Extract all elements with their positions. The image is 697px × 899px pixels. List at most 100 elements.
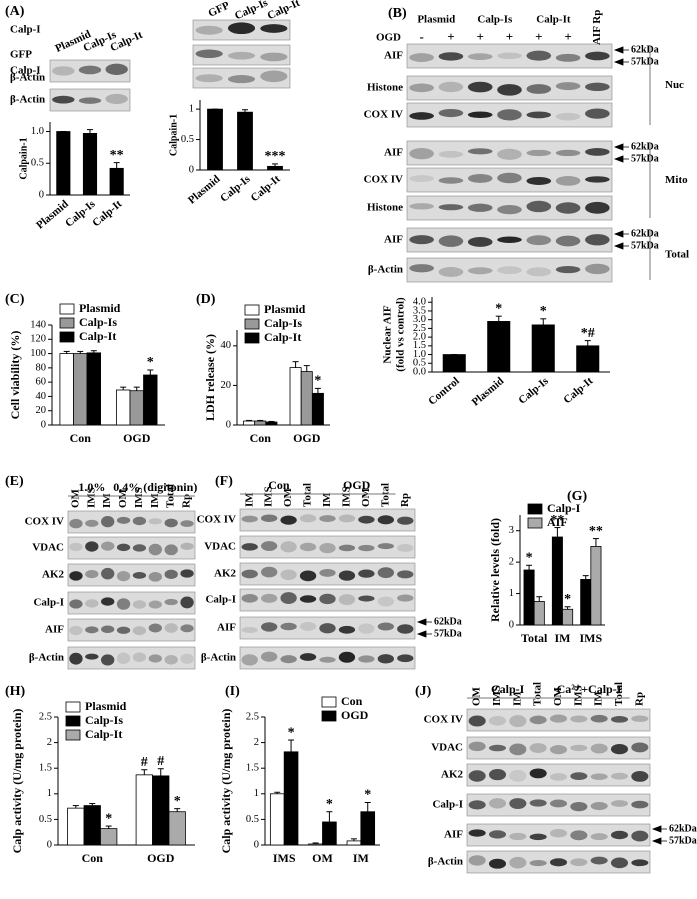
blot-band [69, 571, 83, 581]
blot-band [467, 237, 493, 247]
blot-band [105, 63, 128, 75]
annotation: *# [581, 326, 595, 341]
y-tick-label: 60 [36, 377, 47, 388]
blot-band [631, 830, 649, 842]
blot-band [164, 655, 178, 665]
column-label: IM [149, 493, 161, 508]
marker-label: 57kDa [434, 628, 462, 639]
blot-band [148, 572, 162, 582]
blot-band [526, 235, 552, 246]
blot-band [101, 541, 115, 551]
group-label: OGD [343, 478, 371, 492]
blot-band [497, 148, 522, 160]
marker-arrow [416, 630, 432, 638]
blot-band [85, 570, 99, 579]
y-axis-label: Nuclear AIF [382, 305, 394, 363]
row-label: VDAC [32, 542, 64, 554]
column-label: Plasmid [417, 14, 455, 26]
group-label: 0.4% (digitonin) [113, 480, 197, 494]
annotation: * [526, 551, 533, 566]
blot-band [397, 543, 414, 552]
marker-arrow [613, 155, 629, 163]
legend-swatch [59, 303, 75, 315]
y-axis-label: Cell viability (%) [8, 331, 22, 420]
blot-band [377, 567, 395, 579]
row-label: β-Actin [428, 856, 463, 868]
blot-band [299, 514, 317, 523]
blot-band [148, 654, 162, 663]
blot-band [241, 654, 258, 666]
column-label: Total [379, 483, 391, 507]
blot-band [69, 542, 83, 552]
x-tick-label: OGD [123, 431, 151, 445]
bar [135, 774, 153, 846]
blot-band [85, 519, 99, 527]
blot-band [299, 570, 317, 582]
blot-band [497, 205, 522, 215]
blot-band [468, 715, 486, 727]
panel-label: (J) [415, 684, 432, 699]
bar [254, 420, 267, 426]
blot-band [409, 175, 434, 183]
bar [207, 108, 223, 171]
treatment-sign: - [419, 29, 423, 44]
blot-band [319, 593, 336, 605]
blot-band [585, 201, 610, 214]
row-label: VDAC [204, 541, 236, 553]
blot-band [409, 235, 434, 245]
y-tick-label: 1.0 [31, 126, 44, 137]
blot-band [338, 544, 356, 552]
blot-band [570, 772, 588, 780]
x-tick-label: IM [353, 851, 369, 865]
y-tick-label: 20 [221, 380, 232, 391]
panel-label: (B) [388, 6, 407, 21]
blot-band [101, 597, 115, 606]
blot-band [488, 768, 507, 781]
x-tick-label: Total [521, 631, 548, 645]
x-tick-label: IMS [273, 851, 296, 865]
blot-band [497, 236, 522, 243]
bar [487, 321, 511, 373]
column-label: IMS [491, 685, 503, 706]
column-label: IMS [340, 486, 352, 507]
legend-label: OGD [341, 708, 369, 722]
y-tick-label: 0.5 [413, 358, 426, 369]
x-tick-label: Calp-Is [63, 198, 98, 230]
x-tick-label: Con [82, 851, 104, 865]
marker-label: 57kDa [631, 56, 659, 67]
blot-band [555, 202, 581, 214]
legend-swatch [59, 317, 75, 329]
treatment-sign: + [506, 29, 513, 44]
column-label: IM [321, 492, 333, 507]
blot-band [195, 49, 223, 59]
blot-strip [67, 618, 196, 642]
y-tick-label: 0.5 [246, 814, 259, 825]
marker-arrow [651, 837, 667, 845]
row-label: AIF [444, 829, 463, 841]
blot-band [116, 652, 131, 665]
blot-band [397, 594, 414, 602]
row-label: Histone [367, 202, 403, 214]
column-label: OM [471, 686, 483, 706]
blot-band [85, 653, 99, 660]
blot-band [132, 652, 147, 663]
blot-band [358, 544, 375, 552]
y-tick-label: 0.5 [181, 134, 194, 145]
bar [283, 751, 299, 846]
blot-band [590, 743, 608, 754]
row-label: COX IV [197, 514, 236, 526]
blot-band [132, 544, 147, 552]
blot-band [467, 267, 493, 275]
blot-band [132, 626, 147, 636]
column-label: Calp-Is [477, 14, 513, 26]
blot-strip [67, 510, 196, 534]
y-tick-label: 0 [254, 839, 259, 850]
y-tick-label: 0 [41, 419, 46, 430]
blot-band [509, 743, 527, 756]
blot-band [438, 108, 464, 118]
blot-band [338, 625, 356, 634]
blot-band [180, 542, 194, 550]
blot-band [261, 593, 278, 603]
blot-band [409, 203, 434, 210]
blot-band [467, 174, 493, 183]
